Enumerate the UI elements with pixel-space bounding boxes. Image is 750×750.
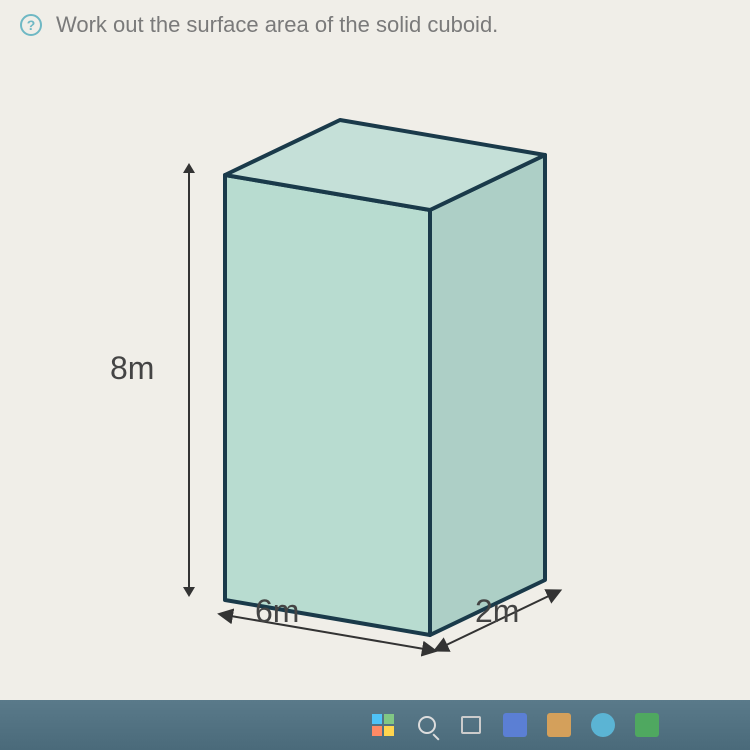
app-icon-1[interactable] <box>499 709 531 741</box>
question-row: ? Work out the surface area of the solid… <box>0 0 750 50</box>
content-area: ? Work out the surface area of the solid… <box>0 0 750 700</box>
windows-start-icon[interactable] <box>367 709 399 741</box>
taskbar <box>0 700 750 750</box>
help-icon[interactable]: ? <box>20 14 42 36</box>
width-label: 6m <box>255 593 299 630</box>
help-icon-symbol: ? <box>27 17 36 33</box>
cuboid-diagram: 8m 6m 2m <box>0 45 750 665</box>
app-icon-3[interactable] <box>587 709 619 741</box>
height-dimension-arrow <box>188 165 190 595</box>
search-icon[interactable] <box>411 709 443 741</box>
depth-label: 2m <box>475 593 519 630</box>
app-icon-2[interactable] <box>543 709 575 741</box>
height-label: 8m <box>110 350 154 387</box>
question-text: Work out the surface area of the solid c… <box>56 12 498 38</box>
task-view-icon[interactable] <box>455 709 487 741</box>
app-icon-4[interactable] <box>631 709 663 741</box>
